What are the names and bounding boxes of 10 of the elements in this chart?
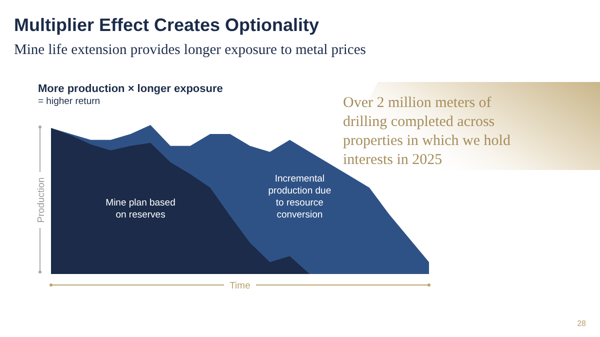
series-label: Mine plan based on reserves: [106, 197, 176, 220]
text: = higher return: [38, 96, 100, 107]
text: More production × longer exposure: [38, 83, 223, 95]
chart-title: Multiplier Effect Creates Optionality: [14, 15, 320, 35]
x-axis-title: Time: [230, 280, 250, 292]
y-axis-title: Production: [36, 177, 47, 223]
chart-subtitle: Mine life extension provides longer exposure to metal prices: [14, 42, 366, 58]
annotation: Over 2 million meters of drilling completed across properties in which we hold interests in 2025: [343, 95, 511, 168]
series-label: Incremental production due to resource conversion: [268, 174, 332, 220]
text: 28: [577, 319, 587, 328]
